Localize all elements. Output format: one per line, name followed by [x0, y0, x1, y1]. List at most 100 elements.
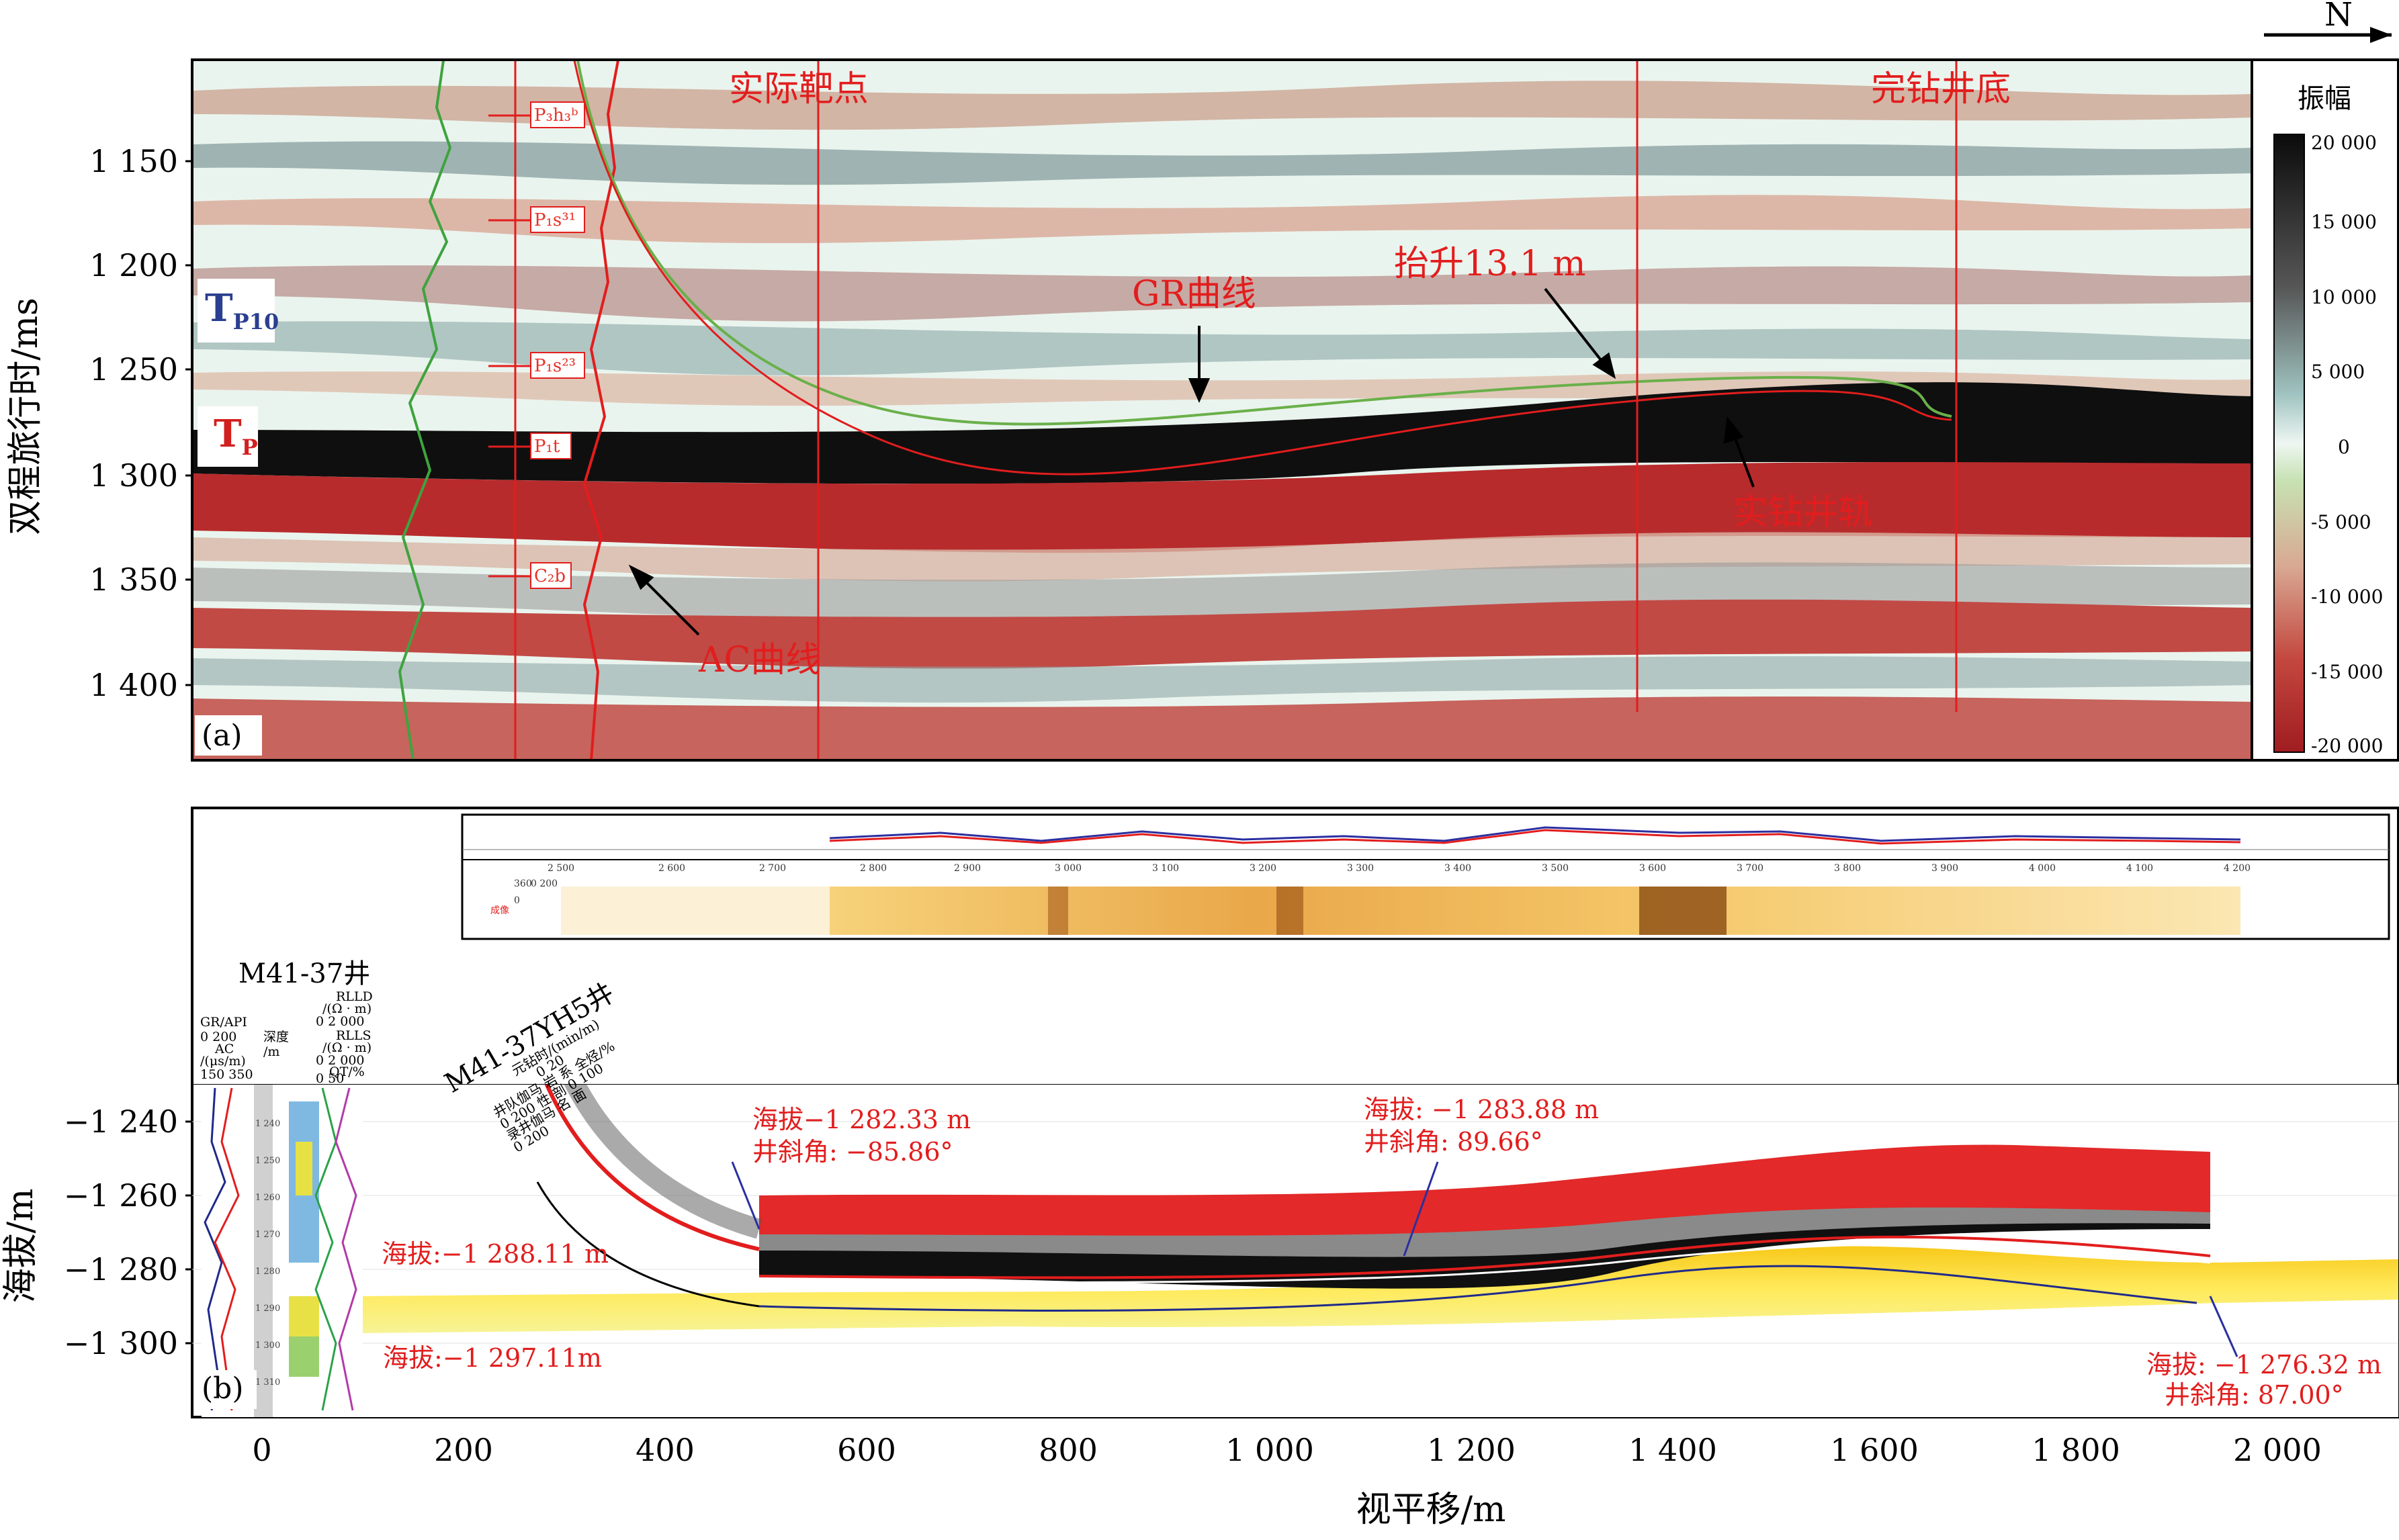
ytick-a-1250: 1 250	[89, 351, 178, 388]
panel-a: 1 150 1 200 1 250 1 300 1 350 1 400 双程旅行…	[5, 58, 2253, 762]
strata-labels: P₃h₃ᵇ P₁s³¹ P₁s²³ P₁t C₂b	[488, 101, 585, 589]
imglog-side-3: 0 200	[531, 878, 558, 889]
imglog-tick-9: 3 400	[1444, 863, 1471, 874]
vw-h3: /(μs/m)	[200, 1054, 246, 1069]
elev-1283: 海拔: −1 283.88 m	[1364, 1095, 1599, 1124]
cb-tick-4: 0	[2338, 436, 2350, 458]
xtick-2000: 2 000	[2233, 1432, 2322, 1468]
stratum-p1s31: P₁s³¹	[534, 210, 576, 230]
cb-tick-7: -15 000	[2311, 661, 2383, 683]
panel-a-yaxis: 1 150 1 200 1 250 1 300 1 350 1 400 双程旅行…	[5, 143, 192, 703]
imglog-tick-6: 3 100	[1152, 863, 1179, 874]
cb-tick-1: 15 000	[2311, 211, 2377, 233]
vw-depth-7: 1 310	[255, 1377, 280, 1388]
xtick-800: 800	[1039, 1432, 1098, 1468]
vw-h2: AC	[214, 1042, 234, 1056]
stratum-p1t: P₁t	[534, 437, 560, 457]
vw-depth-3: 1 270	[255, 1230, 280, 1240]
vw-h0: GR/API	[200, 1015, 247, 1030]
panel-a-arrows	[628, 287, 1755, 636]
tp-sub: P	[242, 435, 258, 460]
cb-tick-6: -10 000	[2311, 586, 2383, 608]
elev-1276: 海拔: −1 276.32 m	[2146, 1350, 2382, 1379]
panel-b-yaxis: −1 240 −1 260 −1 280 −1 300 海拔/m	[1, 1103, 192, 1361]
xtick-1600: 1 600	[1830, 1432, 1919, 1468]
vw-h12: 0 2 000	[316, 1053, 365, 1068]
svg-text:TP10: TP10	[205, 286, 279, 334]
vw-depth-1: 1 250	[255, 1156, 280, 1166]
ytick-a-1300: 1 300	[89, 457, 178, 494]
imglog-tick-12: 3 700	[1737, 863, 1763, 874]
vw-depth-0: 1 240	[255, 1119, 280, 1129]
imglog-tick-2: 2 700	[759, 863, 786, 874]
north-arrow: N	[2264, 0, 2392, 43]
ytick-b-1260: −1 260	[64, 1177, 178, 1214]
xtick-600: 600	[837, 1432, 896, 1468]
ac-curve-label: AC曲线	[698, 640, 820, 680]
vw-h13: QT/%	[329, 1065, 365, 1079]
vw-h11: /(Ω · m)	[322, 1040, 372, 1055]
panel-b-xaxis: 0 200 400 600 800 1 000 1 200 1 400 1 60…	[252, 1432, 2321, 1530]
stratum-p1s23: P₁s²³	[534, 356, 576, 376]
cb-tick-2: 10 000	[2311, 286, 2377, 308]
vw-h9: 0 2 000	[316, 1014, 365, 1029]
imglog-tick-14: 3 900	[1931, 863, 1958, 874]
xtick-0: 0	[252, 1432, 271, 1468]
ytick-b-1300: −1 300	[64, 1325, 178, 1361]
dip-2: 井斜角: 89.66°	[1364, 1127, 1543, 1157]
imglog-tick-11: 3 600	[1639, 863, 1666, 874]
seismic-section	[192, 60, 2252, 760]
vw-depth-5: 1 290	[255, 1304, 280, 1314]
imglog-tick-5: 3 000	[1055, 863, 1082, 874]
gr-curve-label: GR曲线	[1132, 274, 1256, 314]
imglog-side-0: 成像	[490, 905, 509, 916]
stratum-p3h: P₃h₃ᵇ	[534, 105, 578, 126]
imglog-tick-7: 3 200	[1250, 863, 1276, 874]
xtick-1400: 1 400	[1628, 1432, 1717, 1468]
imglog-tick-15: 4 000	[2029, 863, 2056, 874]
tp10-sub: P10	[233, 309, 279, 334]
north-label: N	[2324, 0, 2353, 34]
vw-h4: 150 350	[200, 1067, 253, 1082]
panel-b-label: (b)	[202, 1371, 244, 1406]
imglog-tick-8: 3 300	[1347, 863, 1374, 874]
vw-h7: RLLD	[336, 989, 373, 1004]
horizon-labels: TP10 TP	[198, 279, 279, 467]
vw-h10: RLLS	[336, 1028, 372, 1043]
vw-depth-6: 1 300	[255, 1341, 280, 1351]
imglog-tick-17: 4 200	[2224, 863, 2251, 874]
tp-main: T	[214, 412, 242, 456]
imglog-tick-13: 3 800	[1834, 863, 1861, 874]
vw-h14: 0 50	[316, 1071, 344, 1086]
colorbar: 振幅 20 000 15 000 10 000 5 000 0 -5 000 -…	[2251, 58, 2399, 762]
vw-h5: 深度	[263, 1030, 289, 1044]
xtick-1000: 1 000	[1225, 1432, 1314, 1468]
imglog-side-2: 360	[514, 878, 532, 889]
imglog-tick-16: 4 100	[2126, 863, 2153, 874]
dip-1: 井斜角: −85.86°	[752, 1137, 953, 1167]
vw-depth-4: 1 280	[255, 1267, 280, 1277]
ytick-a-1400: 1 400	[89, 667, 178, 703]
panel-b-xlabel: 视平移/m	[1356, 1490, 1506, 1530]
cb-tick-8: -20 000	[2311, 735, 2383, 757]
imglog-side-1: 0	[514, 895, 520, 906]
cb-tick-3: 5 000	[2311, 361, 2365, 383]
tp10-main: T	[205, 286, 233, 330]
xtick-1800: 1 800	[2032, 1432, 2120, 1468]
stratum-c2b: C₂b	[534, 566, 566, 586]
panel-b: 2 500 2 600 2 700 2 800 2 900 3 000 3 10…	[1, 807, 2399, 1530]
cb-tick-5: -5 000	[2311, 511, 2371, 533]
imglog-tick-3: 2 800	[860, 863, 887, 874]
dip-3: 井斜角: 87.00°	[2165, 1380, 2344, 1410]
elev-1288: 海拔:−1 288.11 m	[382, 1239, 609, 1269]
vw-h1: 0 200	[200, 1030, 236, 1044]
well-bottom-label: 完钻井底	[1871, 69, 2011, 109]
vw-depth-2: 1 260	[255, 1193, 280, 1203]
elev-1282: 海拔−1 282.33 m	[752, 1105, 971, 1134]
panel-b-annotations: 海拔:−1 288.11 m 海拔:−1 297.11m 海拔−1 282.33…	[382, 1095, 2382, 1410]
svg-text:TP: TP	[214, 412, 258, 460]
vertical-well-header: M41-37井 GR/API 0 200 AC /(μs/m) 150 350 …	[200, 958, 373, 1388]
elev-1297: 海拔:−1 297.11m	[383, 1343, 602, 1373]
panel-b-leaders	[731, 1161, 2238, 1357]
